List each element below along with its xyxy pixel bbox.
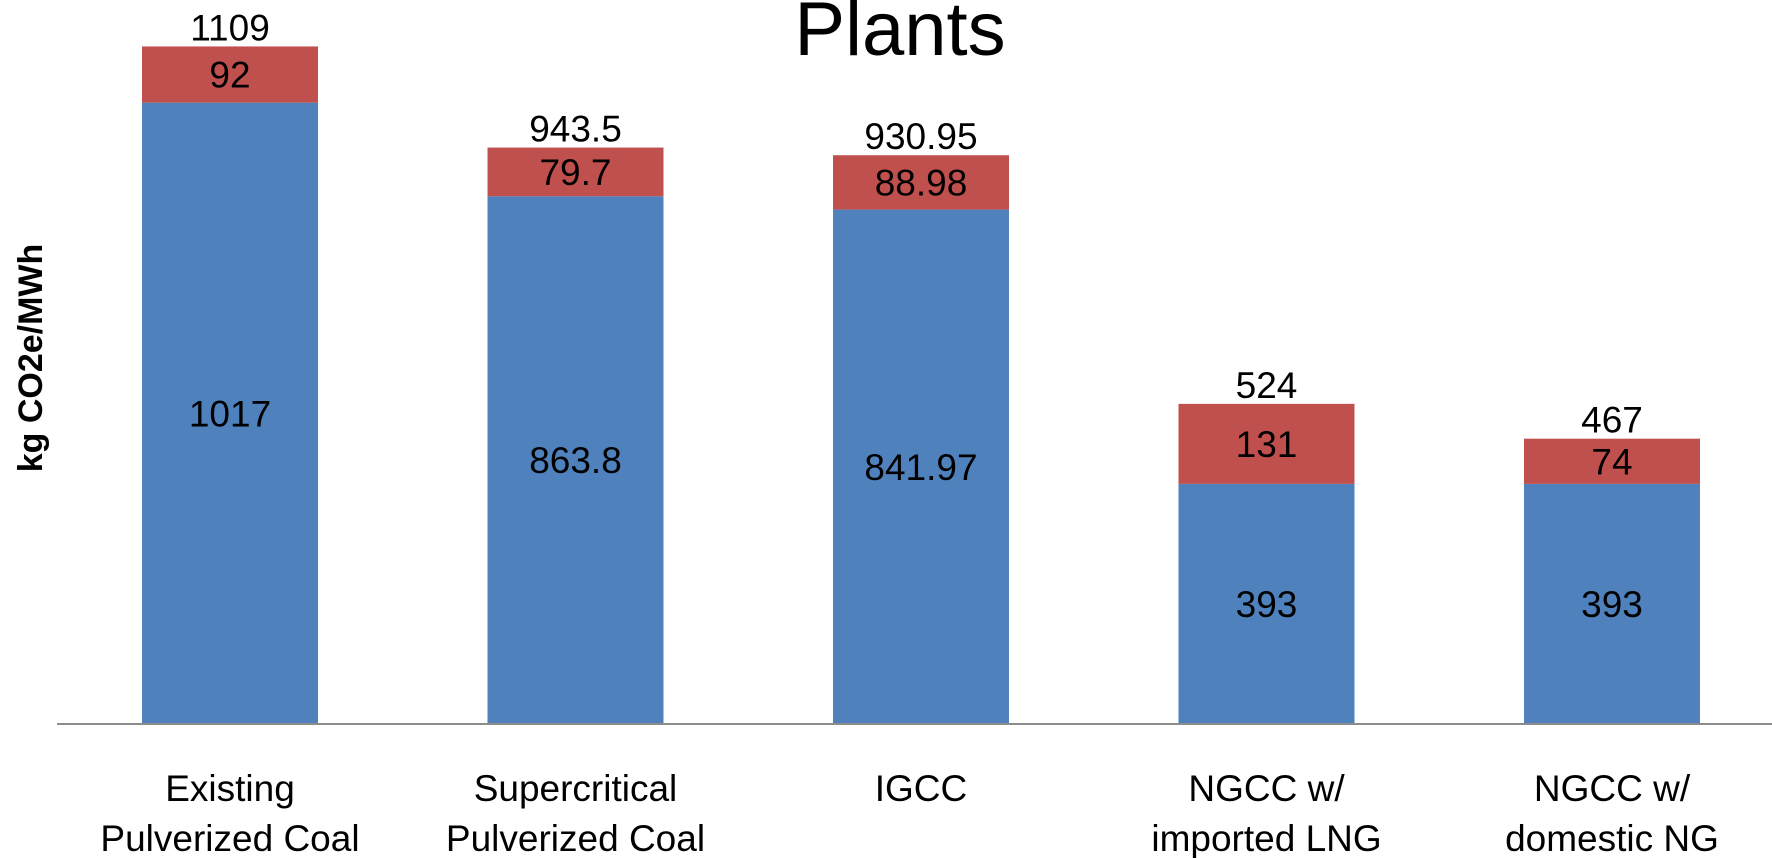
bar-segment	[833, 209, 1009, 725]
total-value-label: 467	[1581, 400, 1643, 441]
segment-value-label: 131	[1236, 424, 1298, 465]
bar-segment	[142, 102, 318, 724]
total-value-label: 943.5	[529, 109, 622, 150]
segment-value-label: 74	[1591, 441, 1632, 482]
category-label: NGCC w/	[1188, 768, 1345, 809]
category-label: NGCC w/	[1534, 768, 1691, 809]
total-value-label: 930.95	[864, 116, 977, 157]
segment-value-label: 79.7	[539, 152, 611, 193]
y-axis-label: kg CO2e/MWh	[12, 244, 50, 473]
segment-value-label: 1017	[189, 393, 271, 434]
bars-layer	[142, 46, 1700, 725]
segment-value-label: 863.8	[529, 440, 622, 481]
category-label: imported LNG	[1151, 818, 1381, 858]
bar-segment	[1524, 483, 1700, 724]
category-label: Existing	[165, 768, 295, 809]
chart-title: Plants	[794, 0, 1005, 72]
segment-value-label: 393	[1236, 584, 1298, 625]
bar-segment	[487, 147, 664, 197]
category-label: IGCC	[875, 768, 968, 809]
labels-layer: 1017 92 1109 Existing Pulverized Coal 863.8 79…	[100, 7, 1718, 858]
bar-segment	[142, 46, 318, 103]
total-value-label: 524	[1236, 365, 1298, 406]
segment-value-label: 841.97	[864, 447, 977, 488]
segment-value-label: 92	[209, 55, 250, 96]
total-value-label: 1109	[190, 7, 270, 48]
segment-value-label: 88.98	[875, 162, 968, 203]
category-label: Supercritical	[474, 768, 678, 809]
segment-value-label: 393	[1581, 584, 1643, 625]
category-label: Pulverized Coal	[446, 818, 705, 858]
bar-segment	[1524, 438, 1700, 484]
bar-segment	[1178, 403, 1355, 484]
bar-segment	[487, 196, 664, 724]
bar-segment	[1178, 483, 1355, 724]
category-label: Pulverized Coal	[100, 818, 359, 858]
bar-segment	[833, 155, 1009, 210]
category-label: domestic NG	[1505, 818, 1719, 858]
